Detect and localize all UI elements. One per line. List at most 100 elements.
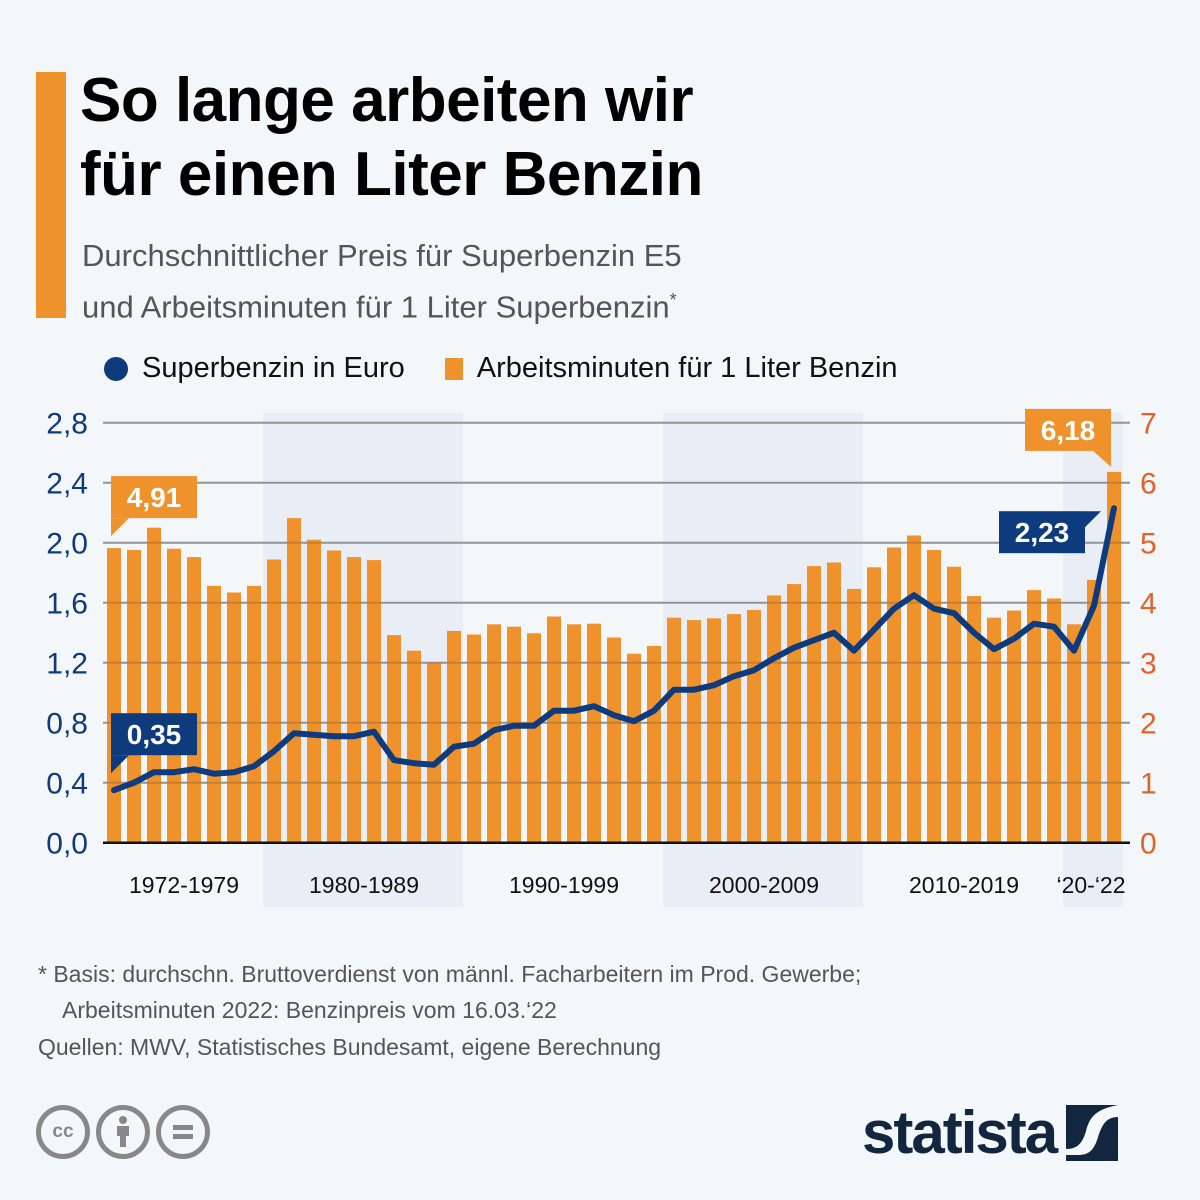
right-axis-tick: 5 — [1140, 528, 1157, 561]
legend-item-minutes: Arbeitsminuten für 1 Liter Benzin — [444, 352, 898, 385]
footnote: * Basis: durchschn. Bruttoverdienst von … — [38, 956, 861, 1028]
left-axis-tick: 1,6 — [46, 588, 88, 621]
cc-icon[interactable]: cc — [36, 1105, 90, 1159]
bar-1986 — [387, 635, 401, 843]
bar-2010 — [867, 567, 881, 843]
sources: Quellen: MWV, Statistisches Bundesamt, e… — [38, 1034, 662, 1060]
right-axis-tick: 2 — [1140, 708, 1157, 741]
annotation-label: 4,91 — [127, 482, 182, 513]
annotation-pointer — [111, 755, 129, 774]
accent-bar — [36, 72, 66, 318]
bar-1994 — [547, 616, 561, 843]
bar-2000 — [667, 617, 681, 843]
bar-1996 — [587, 623, 601, 843]
left-axis-tick: 0,4 — [46, 768, 88, 801]
bar-2017 — [1007, 610, 1021, 843]
bar-2007 — [807, 566, 821, 843]
bar-2012 — [907, 535, 921, 843]
right-axis-tick: 1 — [1140, 768, 1157, 801]
bar-1973 — [127, 549, 141, 843]
left-axis-tick: 0,0 — [46, 828, 88, 861]
bar-1993 — [527, 633, 541, 843]
bar-2001 — [687, 620, 701, 843]
bar-2020 — [1067, 624, 1081, 843]
logo-text: statista — [862, 1099, 1058, 1166]
bar-2022 — [1107, 471, 1121, 843]
bar-1995 — [567, 624, 581, 843]
bar-1997 — [607, 637, 621, 843]
bar-2019 — [1047, 598, 1061, 843]
annotation-box — [999, 511, 1085, 554]
bar-1985 — [367, 560, 381, 843]
bar-2021 — [1087, 579, 1101, 843]
annotation-label: 0,35 — [127, 719, 182, 750]
x-group-label: 1972-1979 — [129, 872, 239, 898]
annotation-bar-2022: 6,18 — [1025, 408, 1111, 467]
bar-1992 — [507, 626, 521, 843]
bar-2015 — [967, 596, 981, 843]
legend-label-minutes: Arbeitsminuten für 1 Liter Benzin — [476, 352, 898, 384]
title-line-2: für einen Liter Benzin — [80, 140, 703, 209]
left-axis-tick: 2,8 — [46, 408, 88, 441]
right-axis-tick: 4 — [1140, 588, 1157, 621]
bar-2002 — [707, 618, 721, 843]
bar-1990 — [467, 634, 481, 843]
footnote-line-1: * Basis: durchschn. Bruttoverdienst von … — [38, 961, 862, 987]
bar-2018 — [1027, 590, 1041, 843]
bar-1980 — [267, 559, 281, 843]
right-axis-tick: 6 — [1140, 468, 1157, 501]
bar-1998 — [627, 653, 641, 843]
bar-2004 — [747, 609, 761, 843]
chart: 0,0 0,4 0,8 1,2 1,6 2,0 2,4 2,8 0 1 2 3 4 5 6 7 1972-197… — [46, 408, 1157, 907]
annotation-pointer — [111, 518, 129, 537]
annotation-box — [111, 476, 197, 519]
bar-1972 — [107, 548, 121, 843]
right-axis-tick: 7 — [1140, 408, 1157, 441]
x-group-label: 1980-1989 — [309, 872, 419, 898]
left-axis-tick: 2,4 — [46, 468, 88, 501]
legend-dot-icon — [104, 356, 128, 381]
annotation-label: 6,18 — [1041, 415, 1096, 446]
legend-item-price: Superbenzin in Euro — [104, 352, 405, 385]
annotation-box — [111, 713, 197, 756]
left-axis-tick: 1,2 — [46, 648, 88, 681]
bar-1978 — [227, 592, 241, 843]
bar-1987 — [407, 650, 421, 843]
bar-2013 — [927, 549, 941, 843]
bar-1988 — [427, 662, 441, 843]
right-axis-tick: 0 — [1140, 828, 1157, 861]
bar-2016 — [987, 617, 1001, 843]
footnote-line-2: Arbeitsminuten 2022: Benzinpreis vom 16.… — [62, 997, 557, 1023]
left-axis-tick: 0,8 — [46, 708, 88, 741]
bar-2005 — [767, 595, 781, 843]
bar-1976 — [187, 557, 201, 843]
person-icon — [117, 1116, 129, 1147]
right-axis-tick: 3 — [1140, 648, 1157, 681]
bar-2003 — [727, 614, 741, 843]
legend-label-price: Superbenzin in Euro — [142, 352, 405, 384]
statista-logo[interactable]: statista — [862, 1098, 1119, 1167]
bar-1984 — [347, 557, 361, 843]
subtitle: Durchschnittlicher Preis für Superbenzin… — [82, 234, 682, 329]
left-axis-tick: 2,0 — [46, 528, 88, 561]
bar-1979 — [247, 585, 261, 843]
bar-2014 — [947, 566, 961, 843]
by-icon[interactable] — [96, 1105, 150, 1159]
x-group-label: 2010-2019 — [909, 872, 1019, 898]
license-icons: cc — [36, 1105, 210, 1159]
nd-icon[interactable] — [156, 1105, 210, 1159]
page-title: So lange arbeiten wir für einen Liter Be… — [80, 64, 703, 212]
annotation-pointer — [1085, 511, 1101, 528]
bar-1981 — [287, 518, 301, 843]
bar-1977 — [207, 585, 221, 843]
x-group-label: 2000-2009 — [709, 872, 819, 898]
subtitle-line-2: und Arbeitsminuten für 1 Liter Superbenz… — [82, 289, 670, 325]
bar-2008 — [827, 562, 841, 843]
bar-2009 — [847, 588, 861, 843]
annotation-line-1972: 0,35 — [111, 713, 197, 774]
annotation-box — [1025, 408, 1111, 451]
bar-1999 — [647, 645, 661, 843]
subtitle-line-1: Durchschnittlicher Preis für Superbenzin… — [82, 238, 682, 273]
bar-2006 — [787, 584, 801, 843]
annotation-label: 2,23 — [1015, 517, 1070, 548]
